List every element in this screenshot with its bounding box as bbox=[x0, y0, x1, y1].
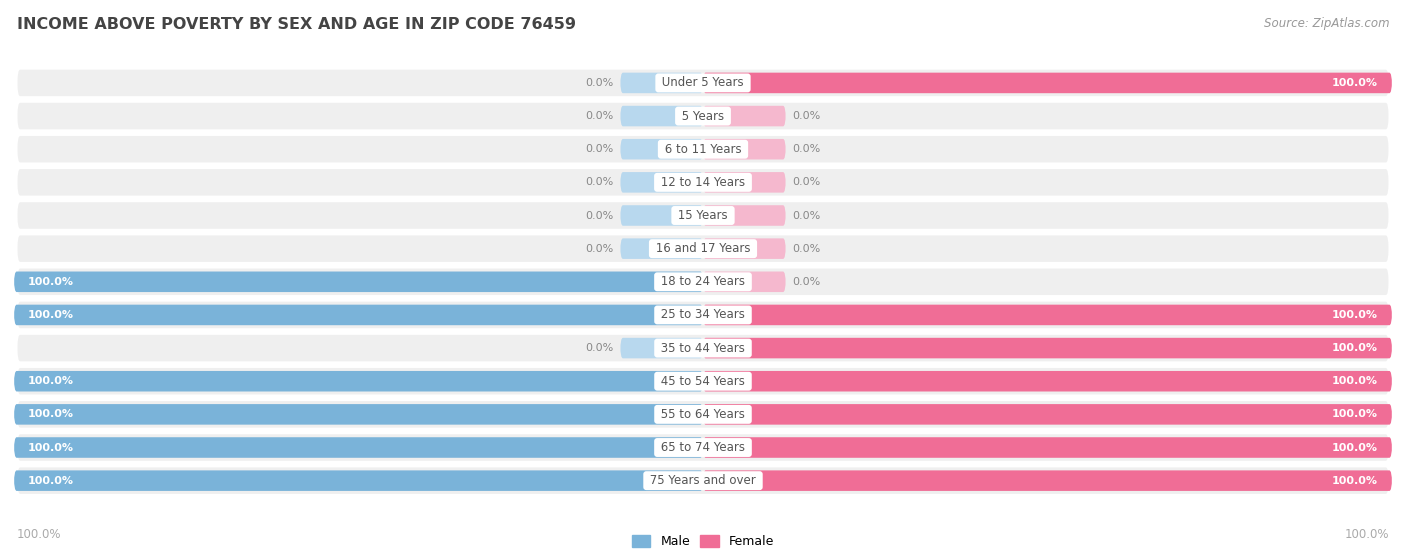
Text: 0.0%: 0.0% bbox=[793, 244, 821, 254]
Text: 100.0%: 100.0% bbox=[1331, 310, 1378, 320]
Text: INCOME ABOVE POVERTY BY SEX AND AGE IN ZIP CODE 76459: INCOME ABOVE POVERTY BY SEX AND AGE IN Z… bbox=[17, 17, 576, 32]
FancyBboxPatch shape bbox=[703, 205, 786, 226]
Text: 12 to 14 Years: 12 to 14 Years bbox=[657, 176, 749, 189]
FancyBboxPatch shape bbox=[620, 205, 703, 226]
Text: 65 to 74 Years: 65 to 74 Years bbox=[657, 441, 749, 454]
Text: 55 to 64 Years: 55 to 64 Years bbox=[657, 408, 749, 421]
Text: 100.0%: 100.0% bbox=[28, 410, 75, 420]
FancyBboxPatch shape bbox=[14, 437, 703, 458]
FancyBboxPatch shape bbox=[17, 70, 1389, 96]
Text: 0.0%: 0.0% bbox=[793, 144, 821, 154]
FancyBboxPatch shape bbox=[14, 470, 703, 491]
Text: 0.0%: 0.0% bbox=[585, 111, 613, 121]
FancyBboxPatch shape bbox=[17, 302, 1389, 328]
Text: 100.0%: 100.0% bbox=[1344, 528, 1389, 541]
Text: 35 to 44 Years: 35 to 44 Years bbox=[657, 341, 749, 354]
FancyBboxPatch shape bbox=[17, 202, 1389, 229]
Text: Under 5 Years: Under 5 Years bbox=[658, 76, 748, 89]
FancyBboxPatch shape bbox=[14, 272, 703, 292]
FancyBboxPatch shape bbox=[17, 169, 1389, 196]
FancyBboxPatch shape bbox=[17, 368, 1389, 395]
Text: 18 to 24 Years: 18 to 24 Years bbox=[657, 275, 749, 288]
Text: Source: ZipAtlas.com: Source: ZipAtlas.com bbox=[1264, 17, 1389, 30]
Text: 0.0%: 0.0% bbox=[793, 111, 821, 121]
Text: 0.0%: 0.0% bbox=[585, 244, 613, 254]
FancyBboxPatch shape bbox=[703, 238, 786, 259]
Text: 0.0%: 0.0% bbox=[585, 78, 613, 88]
FancyBboxPatch shape bbox=[620, 139, 703, 160]
FancyBboxPatch shape bbox=[620, 172, 703, 193]
Text: 16 and 17 Years: 16 and 17 Years bbox=[652, 242, 754, 255]
FancyBboxPatch shape bbox=[17, 335, 1389, 362]
Text: 25 to 34 Years: 25 to 34 Years bbox=[657, 309, 749, 321]
FancyBboxPatch shape bbox=[703, 338, 1392, 358]
FancyBboxPatch shape bbox=[17, 136, 1389, 162]
FancyBboxPatch shape bbox=[17, 235, 1389, 262]
Text: 100.0%: 100.0% bbox=[1331, 475, 1378, 485]
Text: 0.0%: 0.0% bbox=[793, 210, 821, 220]
Text: 100.0%: 100.0% bbox=[28, 310, 75, 320]
FancyBboxPatch shape bbox=[620, 338, 703, 358]
Text: 100.0%: 100.0% bbox=[1331, 376, 1378, 386]
FancyBboxPatch shape bbox=[703, 139, 786, 160]
Text: 100.0%: 100.0% bbox=[28, 475, 75, 485]
FancyBboxPatch shape bbox=[17, 401, 1389, 427]
Text: 0.0%: 0.0% bbox=[793, 177, 821, 187]
Legend: Male, Female: Male, Female bbox=[627, 530, 779, 553]
Text: 5 Years: 5 Years bbox=[678, 109, 728, 123]
Text: 75 Years and over: 75 Years and over bbox=[647, 474, 759, 487]
FancyBboxPatch shape bbox=[703, 272, 786, 292]
Text: 100.0%: 100.0% bbox=[1331, 78, 1378, 88]
Text: 100.0%: 100.0% bbox=[28, 277, 75, 287]
FancyBboxPatch shape bbox=[620, 73, 703, 93]
FancyBboxPatch shape bbox=[703, 106, 786, 126]
FancyBboxPatch shape bbox=[703, 73, 1392, 93]
FancyBboxPatch shape bbox=[620, 106, 703, 126]
Text: 0.0%: 0.0% bbox=[585, 210, 613, 220]
FancyBboxPatch shape bbox=[14, 371, 703, 392]
FancyBboxPatch shape bbox=[703, 470, 1392, 491]
FancyBboxPatch shape bbox=[17, 434, 1389, 461]
FancyBboxPatch shape bbox=[703, 371, 1392, 392]
Text: 100.0%: 100.0% bbox=[1331, 442, 1378, 453]
Text: 6 to 11 Years: 6 to 11 Years bbox=[661, 143, 745, 156]
Text: 100.0%: 100.0% bbox=[1331, 410, 1378, 420]
Text: 0.0%: 0.0% bbox=[585, 144, 613, 154]
FancyBboxPatch shape bbox=[703, 305, 1392, 325]
Text: 100.0%: 100.0% bbox=[28, 376, 75, 386]
Text: 0.0%: 0.0% bbox=[793, 277, 821, 287]
Text: 45 to 54 Years: 45 to 54 Years bbox=[657, 375, 749, 388]
FancyBboxPatch shape bbox=[17, 468, 1389, 494]
Text: 0.0%: 0.0% bbox=[585, 343, 613, 353]
Text: 100.0%: 100.0% bbox=[17, 528, 62, 541]
FancyBboxPatch shape bbox=[703, 437, 1392, 458]
FancyBboxPatch shape bbox=[620, 238, 703, 259]
Text: 15 Years: 15 Years bbox=[675, 209, 731, 222]
Text: 100.0%: 100.0% bbox=[1331, 343, 1378, 353]
FancyBboxPatch shape bbox=[17, 268, 1389, 295]
FancyBboxPatch shape bbox=[703, 404, 1392, 425]
FancyBboxPatch shape bbox=[703, 172, 786, 193]
Text: 100.0%: 100.0% bbox=[28, 442, 75, 453]
FancyBboxPatch shape bbox=[14, 404, 703, 425]
FancyBboxPatch shape bbox=[17, 103, 1389, 129]
FancyBboxPatch shape bbox=[14, 305, 703, 325]
Text: 0.0%: 0.0% bbox=[585, 177, 613, 187]
